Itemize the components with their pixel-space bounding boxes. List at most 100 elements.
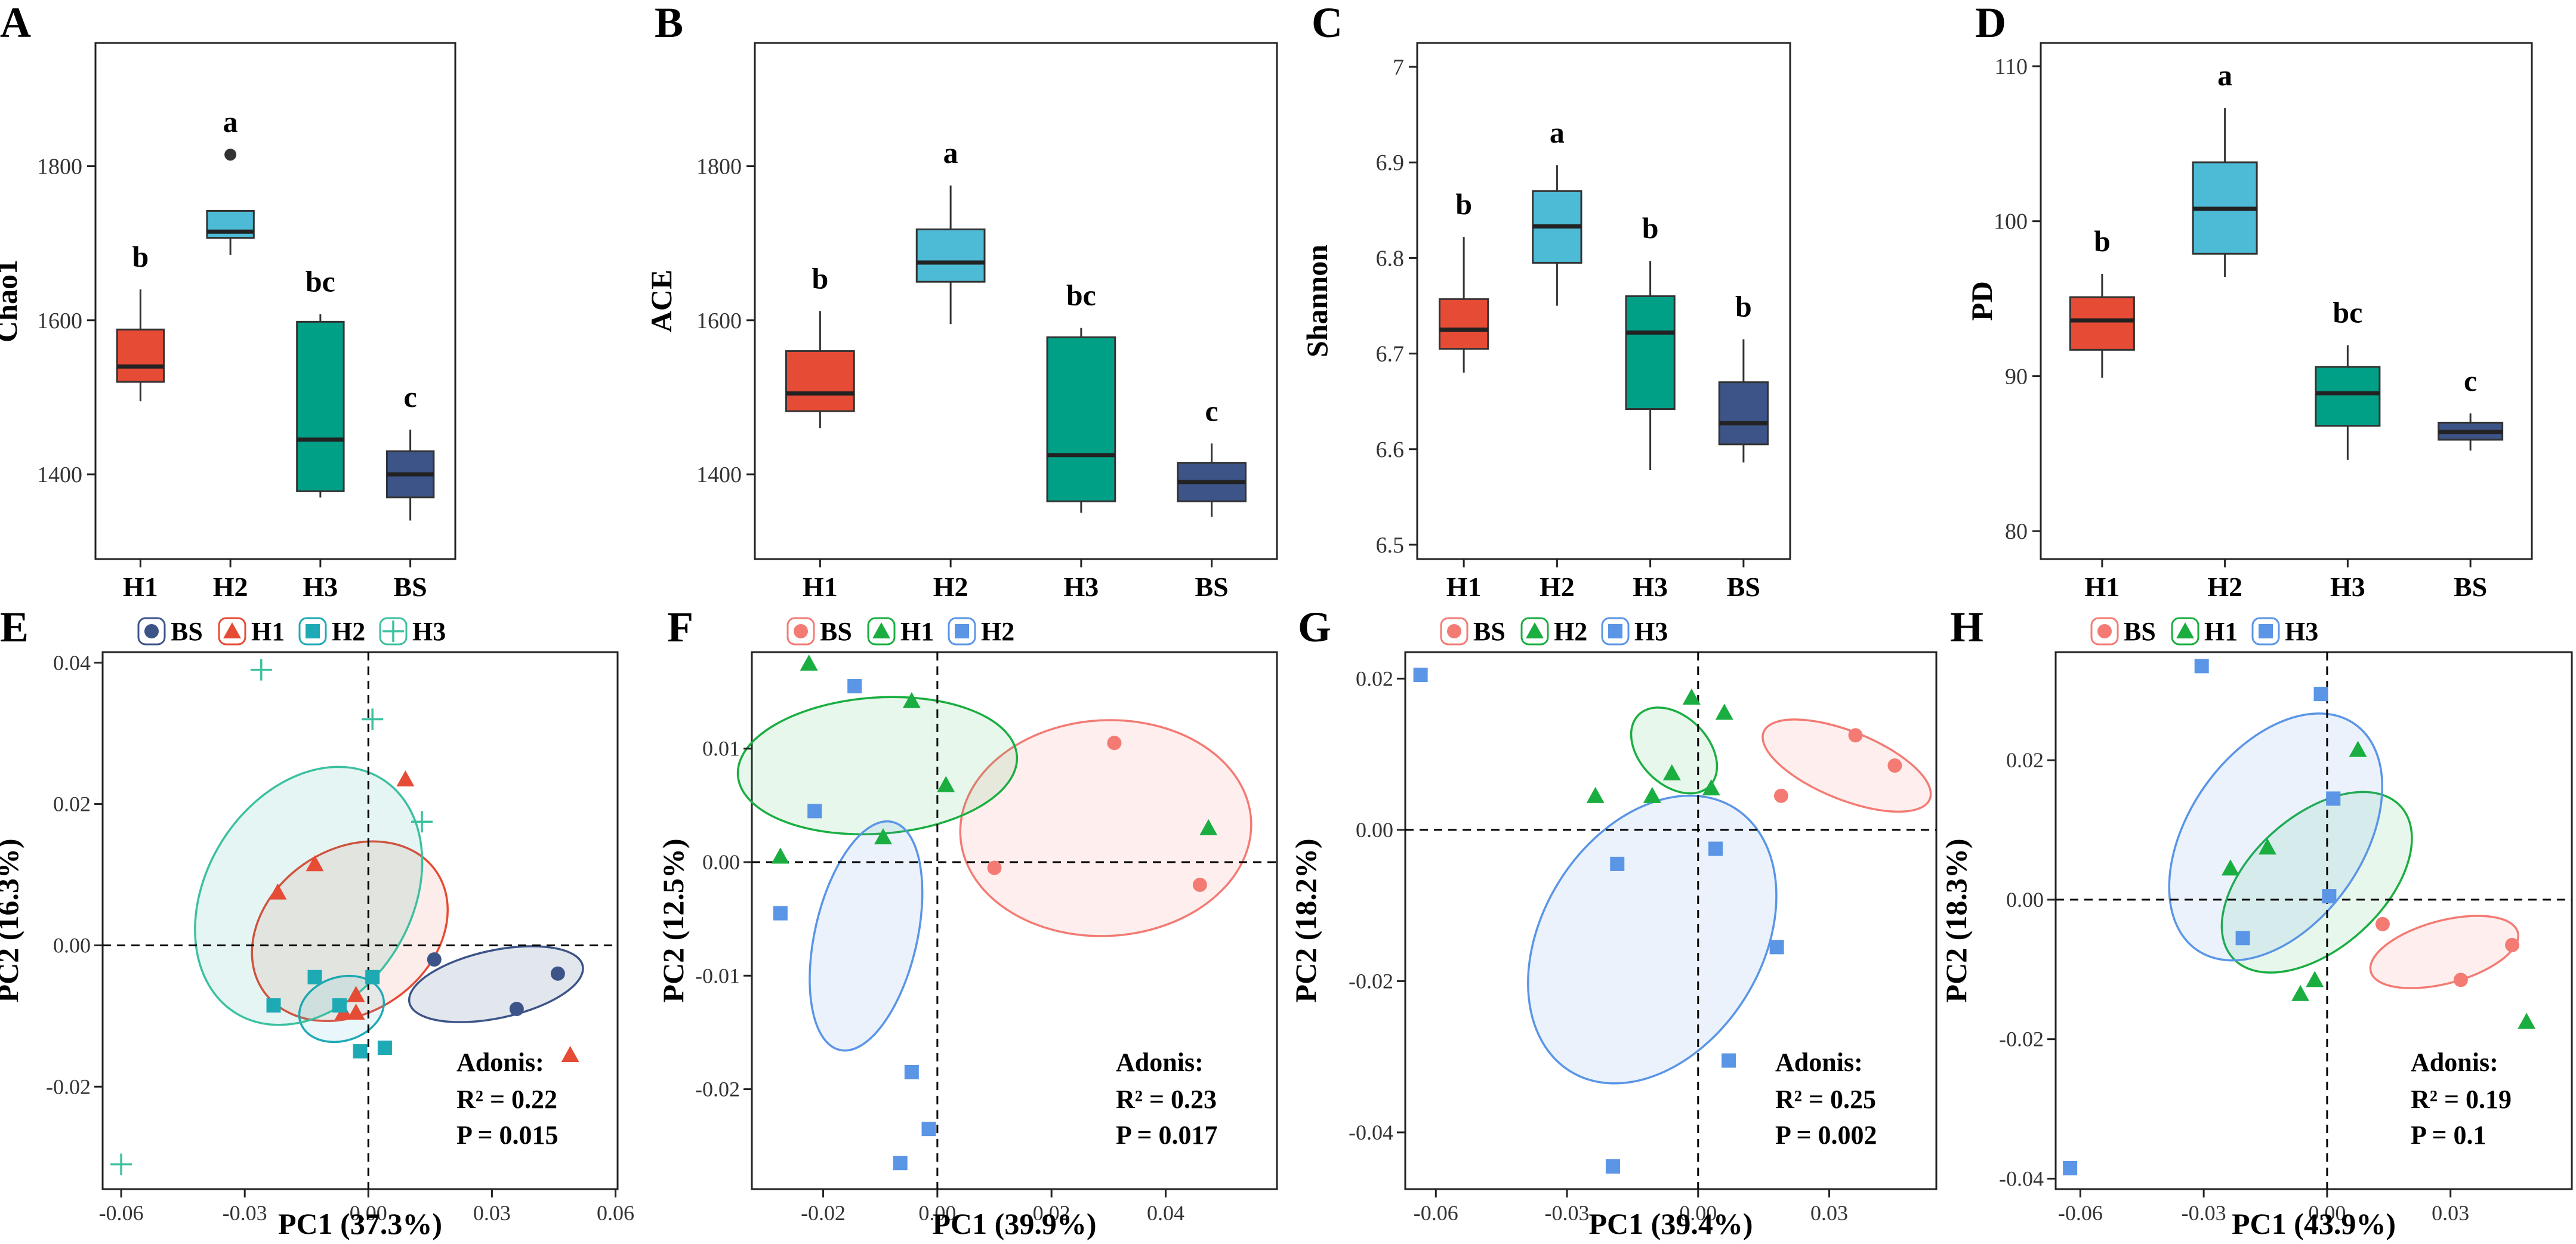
point-triangle — [2291, 984, 2310, 1001]
y-tick-label: 0.00 — [53, 933, 91, 957]
point-triangle — [800, 655, 818, 671]
point-triangle — [874, 828, 892, 845]
y-tick-label: 7 — [1393, 55, 1404, 80]
x-tick-label: H1 — [2084, 572, 2120, 602]
y-tick-label: -0.02 — [1999, 1027, 2044, 1051]
x-tick-label: 0.00 — [2308, 1201, 2346, 1225]
y-tick-label: 0.04 — [53, 651, 91, 675]
point-square — [1413, 668, 1428, 683]
y-tick-label: 6.9 — [1376, 150, 1405, 175]
point-square — [1769, 940, 1784, 955]
box-h1 — [116, 328, 165, 383]
legend-label: H1 — [900, 617, 934, 646]
significance-letter: c — [2464, 364, 2477, 397]
point-square — [893, 1156, 908, 1171]
plot-frame — [754, 42, 1278, 560]
point-square — [955, 624, 969, 638]
legend-label: BS — [820, 617, 852, 646]
point-square — [377, 1041, 392, 1055]
significance-letter: b — [1455, 187, 1472, 221]
point-circle — [794, 624, 808, 638]
box-h3 — [1625, 295, 1676, 410]
point-triangle — [1586, 786, 1605, 803]
point-square — [332, 998, 347, 1013]
significance-letter: c — [1205, 394, 1218, 427]
confidence-ellipse-bs — [408, 945, 584, 1023]
confidence-ellipse-h1 — [251, 840, 449, 1022]
significance-letter: b — [812, 261, 828, 295]
panel-f: F BS H1 H2 -0.02 0.00 0.02 0.04 -0.02 -0.01 0.00 0.… — [656, 603, 1278, 1240]
point-circle — [1848, 728, 1863, 743]
legend-label: H1 — [251, 617, 285, 646]
y-tick-label: 80 — [2005, 519, 2028, 544]
x-axis-label: PC1 (43.9%) — [2232, 1207, 2396, 1240]
point-circle — [1192, 878, 1207, 893]
point-plus — [362, 708, 384, 730]
point-square — [2313, 687, 2328, 702]
x-tick-label: H3 — [2330, 572, 2365, 602]
y-tick-label: 100 — [1994, 209, 2028, 234]
x-tick-label: 0.03 — [2432, 1201, 2469, 1225]
point-triangle — [1643, 786, 1661, 803]
x-tick-label: BS — [393, 572, 427, 602]
x-tick-label: H2 — [2207, 572, 2242, 602]
y-axis-label: PC2 (18.2%) — [1289, 839, 1322, 1003]
y-tick-label: 110 — [1994, 54, 2028, 79]
significance-letter: a — [2217, 58, 2232, 92]
panel-label: B — [655, 0, 683, 47]
adonis-title: Adonis: — [456, 1048, 544, 1077]
point-triangle — [269, 883, 287, 900]
panel-label: A — [0, 0, 31, 47]
legend-label: BS — [171, 617, 203, 646]
confidence-ellipse-h2 — [809, 820, 924, 1052]
panel-h: H BS H1 H3 -0.06 -0.03 0.00 0.03 -0.04 -0.02 0.00 0… — [1939, 603, 2573, 1240]
y-tick-label: -0.02 — [695, 1078, 740, 1101]
adonis-r2: R² = 0.25 — [1775, 1085, 1876, 1114]
y-tick-label: 0.00 — [1356, 818, 1393, 842]
x-tick-label: 0.00 — [918, 1201, 956, 1225]
x-tick-label: H3 — [303, 572, 338, 602]
plot-frame — [101, 651, 619, 1190]
point-triangle — [561, 1046, 579, 1062]
point-triangle — [771, 847, 789, 864]
y-tick-label: 0.00 — [2006, 888, 2044, 912]
x-tick-label: H3 — [1633, 572, 1668, 602]
x-axis-label: PC1 (37.3%) — [278, 1207, 442, 1240]
panel-label: C — [1312, 0, 1343, 47]
point-square — [365, 970, 380, 984]
y-tick-label: -0.02 — [1349, 969, 1393, 993]
significance-letter: b — [2094, 224, 2111, 258]
box-h3 — [2315, 366, 2381, 427]
x-tick-label: 0.04 — [1147, 1201, 1184, 1225]
point-square — [773, 906, 788, 921]
plot-frame — [2054, 651, 2573, 1190]
y-tick-label: -0.04 — [1999, 1166, 2044, 1190]
significance-letter: b — [132, 240, 149, 273]
x-tick-label: H1 — [123, 572, 158, 602]
y-tick-label: 1600 — [37, 308, 82, 334]
legend: BS H1 H2 H3 — [137, 617, 446, 646]
y-tick-label: 6.8 — [1376, 246, 1405, 271]
point-square — [921, 1122, 936, 1137]
x-tick-label: -0.03 — [1545, 1201, 1590, 1225]
legend-label: H2 — [981, 617, 1014, 646]
point-circle — [2505, 937, 2520, 952]
point-triangle — [2221, 859, 2239, 876]
point-square — [904, 1065, 919, 1080]
y-tick-label: 0.01 — [702, 737, 740, 761]
box-h1 — [2069, 296, 2135, 351]
y-tick-label: -0.02 — [46, 1075, 91, 1098]
y-axis-label: ACE — [644, 270, 678, 333]
point-square — [2194, 659, 2209, 674]
significance-letter: b — [1642, 211, 1659, 245]
y-tick-label: 0.02 — [1356, 666, 1393, 690]
point-square — [2259, 624, 2273, 638]
point-triangle — [2258, 838, 2276, 855]
point-triangle — [306, 855, 324, 872]
point-circle — [427, 952, 442, 967]
point-square — [307, 970, 322, 984]
legend-label: H1 — [2204, 617, 2238, 646]
adonis-p: P = 0.015 — [456, 1120, 559, 1150]
x-axis-label: PC1 (39.9%) — [933, 1207, 1097, 1240]
